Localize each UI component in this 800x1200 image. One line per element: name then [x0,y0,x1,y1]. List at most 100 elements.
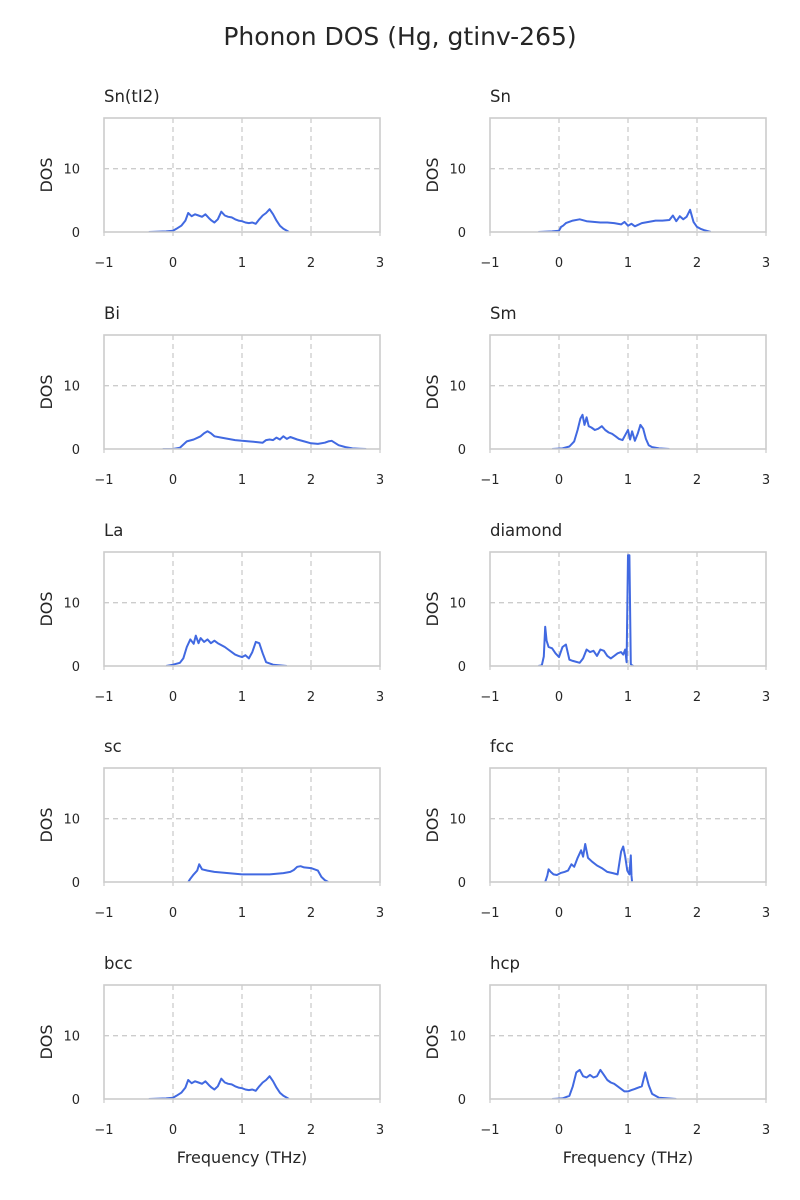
y-axis-label: DOS [37,591,56,626]
x-tick-label: −1 [94,256,113,271]
dos-line [538,554,634,666]
y-axis-label: DOS [423,157,442,192]
panel-title: Sm [490,304,517,323]
y-axis-label: DOS [37,1024,56,1059]
dos-line [162,430,367,449]
x-tick-label: 0 [555,690,563,705]
x-tick-label: 0 [555,906,563,921]
y-tick-label: 0 [72,660,80,675]
x-tick-label: 1 [624,256,632,271]
x-tick-label: 0 [169,1123,177,1138]
dos-line [552,413,670,449]
x-axis-label-left: Frequency (THz) [177,1148,307,1167]
x-tick-label: 2 [693,256,701,271]
x-tick-label: 3 [762,906,770,921]
x-tick-label: 2 [693,906,701,921]
panel-title: Bi [104,304,120,323]
x-tick-label: 3 [376,256,384,271]
y-tick-label: 10 [449,813,466,828]
y-tick-label: 10 [63,380,80,395]
y-tick-label: 0 [72,1093,80,1108]
panel-bcc: bcc −1 0 1 2 3 0 10 DOS [37,954,384,1138]
panel-title: bcc [104,954,133,973]
dos-line [165,634,287,666]
x-tick-label: −1 [480,1123,499,1138]
x-tick-label: −1 [480,473,499,488]
x-tick-label: 1 [624,690,632,705]
x-tick-label: 1 [624,906,632,921]
panel-title: fcc [490,737,514,756]
panel-title: Sn [490,87,511,106]
panel-diamond: diamond −1 0 1 2 3 0 10 DOS [423,521,770,705]
x-tick-label: −1 [480,906,499,921]
y-tick-label: 0 [458,1093,466,1108]
x-tick-label: 0 [169,473,177,488]
y-tick-label: 10 [63,163,80,178]
dos-line [187,863,329,882]
x-tick-label: 1 [624,473,632,488]
panel-la: La −1 0 1 2 3 0 10 DOS [37,521,384,705]
panel-sn: Sn −1 0 1 2 3 0 10 DOS [423,87,770,271]
y-tick-label: 0 [72,226,80,241]
x-tick-label: 1 [624,1123,632,1138]
y-tick-label: 10 [63,597,80,612]
x-tick-label: −1 [480,256,499,271]
x-tick-label: 1 [238,1123,246,1138]
y-axis-label: DOS [423,1024,442,1059]
x-axis-label-right: Frequency (THz) [563,1148,693,1167]
dos-line [544,843,634,882]
x-tick-label: 2 [307,906,315,921]
panel-title: Sn(tI2) [104,87,160,106]
figure-title: Phonon DOS (Hg, gtinv-265) [223,22,576,51]
x-tick-label: 3 [762,473,770,488]
y-tick-label: 10 [449,380,466,395]
panel-sm: Sm −1 0 1 2 3 0 10 DOS [423,304,770,488]
x-tick-label: 2 [307,473,315,488]
y-tick-label: 10 [449,597,466,612]
x-tick-label: 2 [693,690,701,705]
y-axis-label: DOS [423,591,442,626]
x-tick-label: 0 [555,256,563,271]
x-tick-label: 3 [762,690,770,705]
y-axis-label: DOS [37,374,56,409]
panel-title: sc [104,737,122,756]
panel-title: diamond [490,521,562,540]
panel-title: La [104,521,123,540]
y-tick-label: 10 [449,1030,466,1045]
x-tick-label: −1 [480,690,499,705]
dos-line [538,208,712,232]
x-tick-label: −1 [94,473,113,488]
y-axis-label: DOS [37,157,56,192]
panel-bi: Bi −1 0 1 2 3 0 10 DOS [37,304,384,488]
x-tick-label: 0 [169,256,177,271]
y-axis-label: DOS [423,807,442,842]
y-tick-label: 0 [72,876,80,891]
x-tick-label: 0 [555,1123,563,1138]
y-tick-label: 10 [63,1030,80,1045]
y-tick-label: 0 [458,876,466,891]
panel-fcc: fcc −1 0 1 2 3 0 10 DOS [423,737,770,921]
dos-line [148,1075,290,1099]
panel-title: hcp [490,954,520,973]
x-tick-label: 1 [238,906,246,921]
y-tick-label: 0 [458,226,466,241]
x-tick-label: 2 [693,1123,701,1138]
x-tick-label: 3 [376,1123,384,1138]
dos-line [552,1068,677,1099]
x-tick-label: −1 [94,906,113,921]
x-tick-label: 1 [238,690,246,705]
y-tick-label: 10 [449,163,466,178]
x-tick-label: 2 [307,1123,315,1138]
x-tick-label: 3 [376,473,384,488]
x-tick-label: 0 [169,906,177,921]
y-tick-label: 10 [63,813,80,828]
x-tick-label: 2 [693,473,701,488]
x-tick-label: 3 [376,906,384,921]
y-axis-label: DOS [37,807,56,842]
x-tick-label: 2 [307,256,315,271]
x-tick-label: 3 [376,690,384,705]
x-tick-label: 1 [238,473,246,488]
panel-sn-ti2: Sn(tI2) −1 0 1 2 3 0 10 DOS [37,87,384,271]
